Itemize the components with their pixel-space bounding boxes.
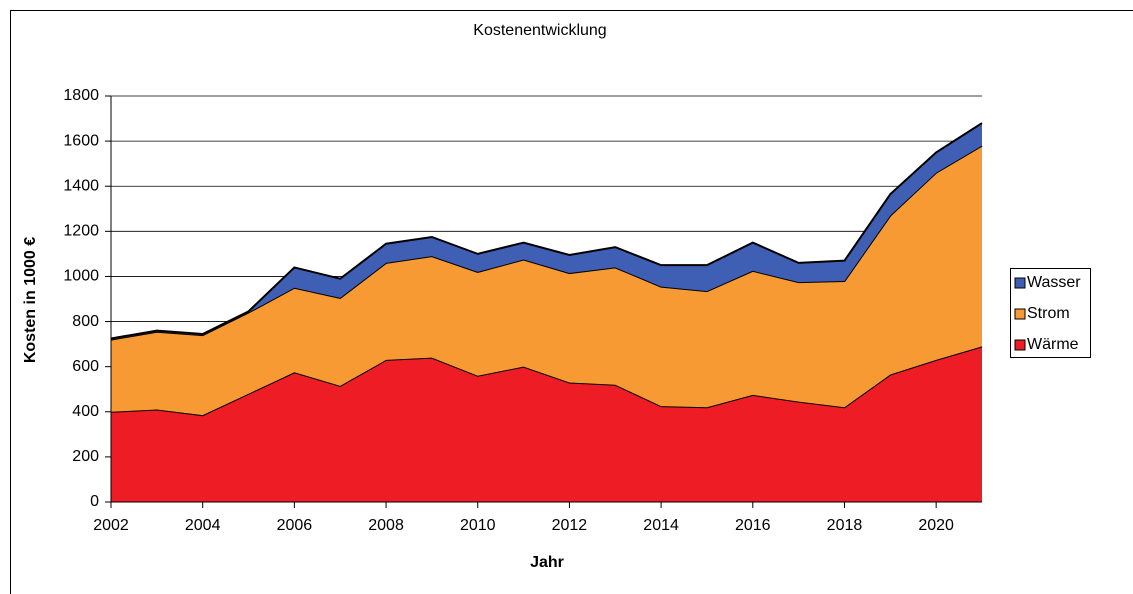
- x-tick-label: 2020: [918, 517, 954, 534]
- x-tick-label: 2010: [460, 517, 496, 534]
- y-tick-label: 1400: [63, 177, 99, 194]
- x-tick-label: 2014: [643, 517, 679, 534]
- legend-swatch: [1014, 277, 1026, 289]
- area-edge: [110, 122, 983, 340]
- y-tick-label: 1600: [63, 132, 99, 149]
- y-tick-label: 0: [90, 493, 99, 510]
- y-axis-label: Kosten in 1000 €: [22, 237, 39, 363]
- y-tick-label: 1200: [63, 223, 99, 240]
- x-tick-label: 2002: [93, 517, 129, 534]
- legend-label: Strom: [1027, 305, 1070, 322]
- chart-title: Kostenentwicklung: [473, 22, 606, 39]
- legend-label: Wasser: [1027, 274, 1081, 291]
- area: [111, 145, 982, 416]
- y-tick-label: 1000: [63, 268, 99, 285]
- area: [111, 346, 982, 502]
- legend-label: Wärme: [1027, 336, 1079, 353]
- x-tick-label: 2016: [735, 517, 771, 534]
- x-axis-label: Jahr: [530, 554, 564, 571]
- legend-swatch: [1014, 308, 1026, 320]
- area: [111, 123, 982, 340]
- y-tick-label: 1800: [63, 87, 99, 104]
- y-tick-label: 400: [72, 403, 99, 420]
- y-tick-label: 800: [72, 313, 99, 330]
- x-tick-label: 2018: [827, 517, 863, 534]
- y-tick-label: 200: [72, 448, 99, 465]
- x-tick-label: 2012: [552, 517, 588, 534]
- x-tick-label: 2004: [185, 517, 221, 534]
- x-tick-label: 2006: [277, 517, 313, 534]
- x-tick-label: 2008: [368, 517, 404, 534]
- y-tick-label: 600: [72, 358, 99, 375]
- legend-swatch: [1014, 339, 1026, 351]
